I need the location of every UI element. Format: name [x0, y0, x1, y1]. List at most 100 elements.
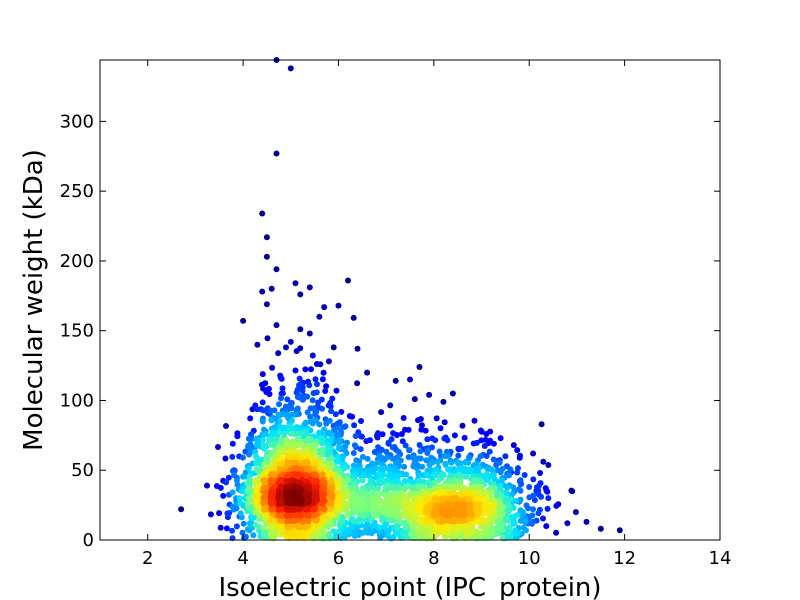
data-point: [504, 484, 511, 491]
data-point: [424, 497, 430, 504]
data-point: [377, 498, 384, 504]
data-point: [216, 510, 223, 517]
data-point: [475, 489, 482, 496]
data-point: [403, 497, 410, 504]
data-point: [383, 448, 390, 455]
data-point: [367, 478, 374, 485]
data-point: [304, 393, 311, 400]
data-point: [311, 499, 318, 506]
data-point: [390, 483, 396, 490]
data-point: [273, 322, 280, 329]
data-point: [335, 302, 342, 309]
x-tick-label: 10: [518, 548, 541, 569]
data-point: [303, 506, 310, 513]
data-point: [321, 506, 328, 512]
data-point: [422, 427, 429, 434]
data-point: [287, 338, 294, 345]
data-point: [401, 478, 408, 484]
data-point: [383, 465, 390, 472]
data-point: [364, 455, 371, 462]
data-point: [411, 461, 418, 468]
data-point: [529, 512, 536, 519]
data-point: [307, 405, 314, 412]
data-point: [250, 532, 257, 539]
data-point: [242, 533, 249, 540]
data-point: [366, 473, 373, 479]
data-point: [325, 429, 332, 436]
data-point: [312, 376, 319, 383]
data-point: [432, 471, 439, 478]
data-point: [513, 498, 519, 504]
data-point: [259, 399, 266, 406]
data-point: [276, 429, 283, 436]
data-point: [223, 479, 230, 486]
data-point: [419, 483, 426, 490]
data-point: [262, 380, 269, 387]
data-point: [453, 516, 459, 523]
data-point: [253, 499, 260, 506]
data-point: [461, 434, 468, 441]
x-tick-label: 12: [613, 548, 636, 569]
data-point: [439, 498, 446, 504]
data-point: [305, 435, 312, 442]
data-point: [531, 497, 538, 504]
data-point: [460, 501, 467, 508]
data-point: [245, 500, 251, 507]
data-point: [535, 491, 542, 498]
data-point: [357, 446, 364, 453]
data-point: [473, 439, 480, 446]
data-point: [268, 441, 274, 448]
data-point: [256, 524, 263, 530]
data-point: [434, 459, 441, 466]
data-point: [302, 431, 309, 438]
data-point: [297, 326, 304, 333]
data-point: [287, 423, 294, 430]
data-point: [296, 375, 303, 382]
data-point: [483, 510, 490, 517]
data-point: [491, 501, 498, 508]
data-point: [276, 401, 282, 408]
data-point: [395, 448, 402, 455]
data-point: [443, 501, 450, 508]
data-point: [315, 399, 322, 406]
data-point: [377, 529, 384, 536]
data-point: [445, 466, 452, 473]
data-point: [437, 425, 444, 432]
data-point: [259, 371, 266, 378]
data-point: [263, 389, 270, 396]
data-point: [416, 518, 423, 525]
data-point: [473, 478, 480, 485]
data-point: [451, 432, 458, 439]
data-point: [583, 518, 590, 525]
data-point: [352, 433, 359, 440]
data-point: [245, 494, 252, 501]
x-axis-title: Isoelectric point (IPC_protein): [218, 573, 601, 600]
plot-frame: [99, 59, 721, 541]
data-point: [382, 505, 389, 512]
data-point: [316, 313, 323, 320]
data-point: [419, 463, 426, 470]
data-point: [465, 529, 472, 536]
data-point: [292, 280, 299, 287]
data-point: [335, 490, 342, 497]
data-point: [424, 490, 431, 497]
data-point: [223, 423, 229, 429]
x-tick-label: 8: [428, 548, 439, 569]
data-point: [459, 422, 466, 429]
data-point: [431, 496, 438, 503]
data-point: [294, 394, 301, 400]
data-point: [405, 483, 411, 490]
data-point: [487, 437, 494, 444]
data-point: [390, 430, 397, 437]
data-point: [415, 483, 421, 490]
data-point: [334, 467, 341, 473]
data-point: [471, 417, 478, 424]
data-point: [245, 435, 252, 442]
data-point: [523, 527, 529, 534]
data-point: [340, 465, 347, 472]
data-point: [254, 341, 261, 348]
data-point: [399, 438, 406, 445]
data-point: [424, 436, 431, 443]
data-point: [449, 390, 456, 397]
data-point: [229, 440, 236, 447]
